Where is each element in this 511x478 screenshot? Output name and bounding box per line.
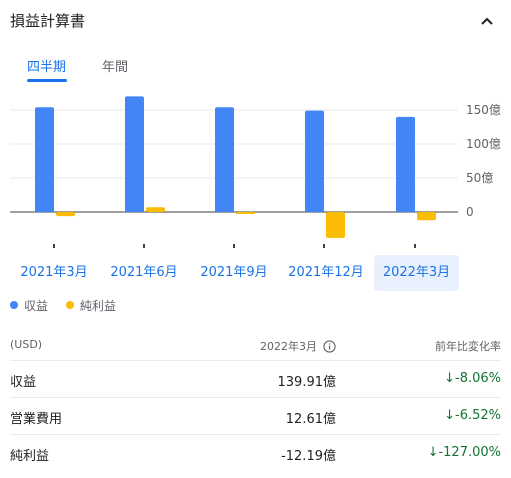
income-chart: 150億 100億 50億 0 <box>10 96 501 248</box>
income-statement-header: 損益計算書 <box>10 10 499 34</box>
net-income-bar-0 <box>56 212 75 217</box>
revenue-dot-icon <box>10 301 18 309</box>
net-income-bar-1 <box>146 207 165 212</box>
row-change-value: -8.06% <box>455 371 501 386</box>
arrow-down-icon: ↓ <box>444 408 455 423</box>
arrow-down-icon: ↓ <box>444 371 455 386</box>
quarter-button-2022-03[interactable]: 2022年3月 <box>374 255 459 291</box>
quarter-selector: 2021年3月 2021年6月 2021年9月 2021年12月 2022年3月 <box>10 255 470 293</box>
y-tick-label: 150億 <box>466 103 501 117</box>
tab-quarterly[interactable]: 四半期 <box>27 60 67 75</box>
table-row-net-income: 純利益 -12.19億 ↓-127.00% <box>10 434 501 471</box>
row-change: ↓-8.06% <box>444 371 501 386</box>
legend-item-revenue: 収益 <box>10 297 48 314</box>
page-title: 損益計算書 <box>10 12 86 30</box>
unit-label: (USD) <box>10 338 43 351</box>
table-header: (USD) 2022年3月 前年比変化率 <box>10 332 501 360</box>
revenue-bar-4 <box>396 116 415 212</box>
net-income-bar-4 <box>417 212 436 221</box>
row-label: 純利益 <box>10 449 50 464</box>
revenue-bar-1 <box>125 96 144 212</box>
net-income-bar-2 <box>236 212 255 214</box>
row-label: 収益 <box>10 375 37 390</box>
info-icon[interactable] <box>323 340 336 356</box>
period-header-label: 2022年3月 <box>260 340 317 353</box>
quarter-button-2021-09[interactable]: 2021年9月 <box>200 265 268 280</box>
chevron-up-icon[interactable] <box>477 11 497 31</box>
period-header: 2022年3月 <box>260 338 336 356</box>
row-change: ↓-127.00% <box>428 445 501 460</box>
row-change-value: -6.52% <box>455 408 501 423</box>
net-income-bar-3 <box>326 212 345 238</box>
net-income-dot-icon <box>65 301 74 309</box>
table-row-operating-expense: 営業費用 12.61億 ↓-6.52% <box>10 397 501 434</box>
revenue-bar-3 <box>305 110 324 212</box>
active-tab-indicator <box>27 79 67 82</box>
revenue-bar-0 <box>35 107 54 212</box>
row-value: 139.91億 <box>277 375 337 390</box>
change-header: 前年比変化率 <box>435 340 501 353</box>
table-row-revenue: 収益 139.91億 ↓-8.06% <box>10 360 501 397</box>
legend-item-net-income: 純利益 <box>65 297 116 314</box>
y-tick-label: 50億 <box>466 171 493 185</box>
y-tick-label: 100億 <box>466 137 501 151</box>
quarter-button-2021-03[interactable]: 2021年3月 <box>20 265 88 280</box>
row-value: 12.61億 <box>285 412 336 427</box>
row-value: -12.19億 <box>281 449 336 464</box>
quarter-button-2021-06[interactable]: 2021年6月 <box>110 265 178 280</box>
row-label: 営業費用 <box>10 412 63 427</box>
legend-label-net-income: 純利益 <box>79 299 116 313</box>
income-table: (USD) 2022年3月 前年比変化率 収益 139.91億 ↓-8.06% … <box>10 332 501 471</box>
quarter-button-2021-12[interactable]: 2021年12月 <box>288 265 364 280</box>
legend-label-revenue: 収益 <box>24 299 49 313</box>
y-tick-label: 0 <box>466 205 474 219</box>
row-change-value: -127.00% <box>438 445 501 460</box>
chart-legend: 収益 純利益 <box>10 297 130 314</box>
tab-annual[interactable]: 年間 <box>102 60 129 75</box>
revenue-bar-2 <box>215 107 234 212</box>
arrow-down-icon: ↓ <box>427 445 439 460</box>
row-change: ↓-6.52% <box>444 408 501 423</box>
